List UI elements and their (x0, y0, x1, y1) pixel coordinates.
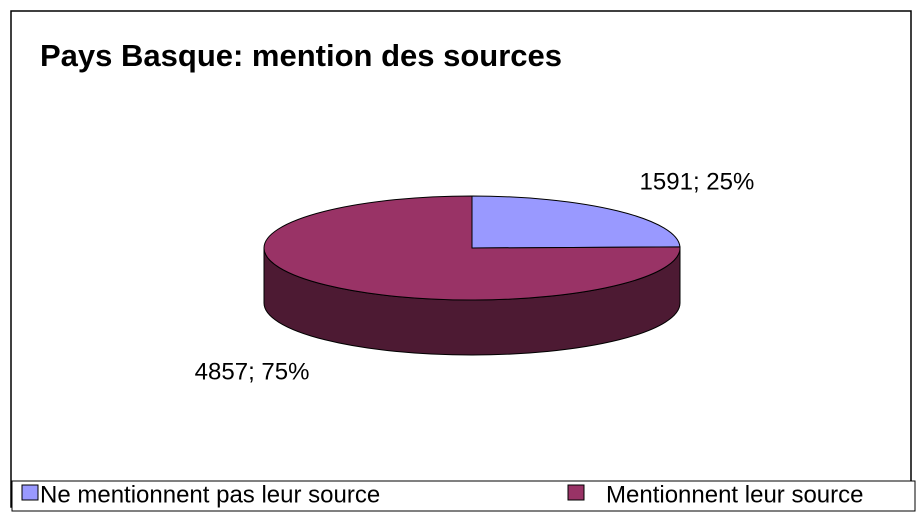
legend-swatch (21, 484, 39, 501)
pie-slice (471, 195, 681, 249)
data-label: 1591; 25% (640, 168, 755, 195)
legend-frame (11, 480, 916, 512)
legend-label: Ne mentionnent pas leur source (40, 481, 380, 508)
data-label: 4857; 75% (195, 358, 310, 385)
legend-swatch (567, 484, 585, 501)
legend-label: Mentionnent leur source (606, 481, 863, 508)
chart-title: Pays Basque: mention des sources (40, 38, 562, 73)
pie-slice (263, 195, 681, 301)
